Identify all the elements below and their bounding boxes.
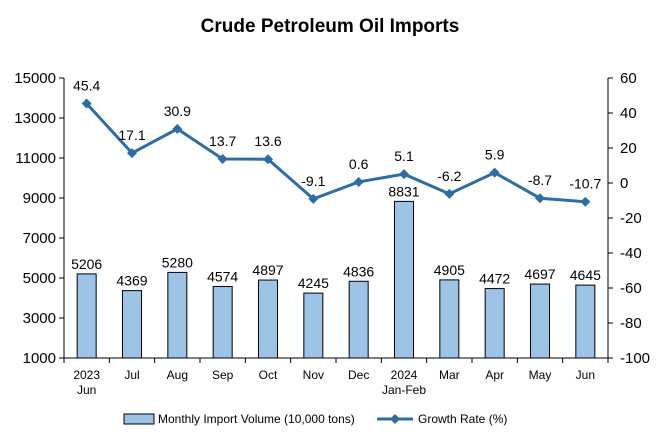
growth-rate-label: 17.1 <box>118 127 145 143</box>
legend-bar-label: Monthly Import Volume (10,000 tons) <box>158 412 355 426</box>
growth-rate-point <box>489 167 500 178</box>
bar <box>122 290 142 359</box>
bar <box>167 271 188 359</box>
chart-title: Crude Petroleum Oil Imports <box>201 16 460 37</box>
bar <box>484 288 505 359</box>
bar-value-label: 4697 <box>524 266 555 282</box>
x-axis-category-label: Jul <box>124 368 139 382</box>
right-axis-tick-label: -60 <box>620 280 642 297</box>
x-axis-category-label: Mar <box>439 368 460 382</box>
x-axis-category-label: 2023 <box>73 368 100 382</box>
left-axis-tick-label: 5000 <box>23 270 56 287</box>
growth-rate-label: 5.1 <box>394 148 414 164</box>
legend-line-marker <box>390 414 400 424</box>
x-axis-category-label: May <box>529 368 552 382</box>
bar-value-label: 4836 <box>343 263 374 279</box>
right-axis-tick-label: 40 <box>620 105 637 122</box>
bar-value-label: 4645 <box>570 267 601 283</box>
growth-rate-label: 13.7 <box>209 133 236 149</box>
bar-value-label: 4369 <box>116 273 147 289</box>
x-axis-category-label: Jun <box>77 383 96 397</box>
right-axis-tick-label: -80 <box>620 315 642 332</box>
left-axis-tick-label: 7000 <box>23 230 56 247</box>
bar <box>303 292 324 359</box>
growth-rate-point <box>535 193 545 204</box>
x-axis-category-label: Oct <box>259 368 278 382</box>
legend-line-label: Growth Rate (%) <box>418 412 507 426</box>
growth-rate-label: 5.9 <box>485 147 505 163</box>
bar <box>348 280 369 359</box>
left-axis-tick-label: 11000 <box>15 150 56 167</box>
left-axis-tick-label: 3000 <box>23 310 56 327</box>
growth-rate-point <box>217 154 228 165</box>
right-axis-tick-label: 60 <box>620 70 637 87</box>
growth-rate-label: -8.7 <box>528 172 552 188</box>
x-axis-category-label: Nov <box>303 368 324 382</box>
bar <box>212 286 233 359</box>
bar-value-label: 4897 <box>252 262 283 278</box>
bar <box>575 284 596 359</box>
growth-rate-label: -10.7 <box>569 176 601 192</box>
left-axis-tick-label: 9000 <box>23 190 56 207</box>
growth-rate-label: 13.6 <box>254 133 281 149</box>
right-axis-tick-label: 0 <box>620 175 628 192</box>
growth-rate-label: 30.9 <box>164 103 191 119</box>
bar <box>530 283 550 359</box>
left-axis-tick-label: 1000 <box>23 350 56 367</box>
growth-rate-point <box>308 193 319 204</box>
right-axis-tick-label: -40 <box>620 245 642 262</box>
bar-value-label: 4472 <box>479 271 510 287</box>
bar-value-label: 4245 <box>298 275 329 291</box>
bar-value-label: 5280 <box>162 254 193 270</box>
bar-value-label: 4574 <box>207 269 238 285</box>
growth-rate-point <box>172 123 183 134</box>
x-axis-category-label: Aug <box>167 368 188 382</box>
growth-rate-label: -6.2 <box>437 168 461 184</box>
right-axis-tick-label: -20 <box>620 210 642 227</box>
left-axis-tick-label: 15000 <box>14 70 56 87</box>
bar <box>76 273 97 359</box>
right-axis-tick-label: 20 <box>620 140 637 157</box>
growth-rate-point <box>263 154 273 165</box>
bar-value-label: 8831 <box>388 183 419 199</box>
growth-rate-point <box>399 169 409 180</box>
x-axis-category-label: Apr <box>485 368 504 382</box>
x-axis-category-label: 2024 <box>391 368 418 382</box>
x-axis-category-label: Sep <box>212 368 234 382</box>
bar <box>258 279 278 359</box>
growth-rate-line <box>85 102 586 204</box>
x-axis-category-label: Jan-Feb <box>382 383 426 397</box>
left-axis-tick-label: 13000 <box>14 110 56 127</box>
right-axis-tick-label: -100 <box>620 350 650 367</box>
growth-rate-point <box>444 188 455 199</box>
growth-rate-label: 45.4 <box>73 78 100 94</box>
growth-rate-point <box>127 148 137 159</box>
growth-rate-point <box>580 196 591 207</box>
bar-value-label: 5206 <box>71 256 102 272</box>
growth-rate-label: 0.6 <box>349 156 369 172</box>
x-axis-category-label: Jun <box>576 368 595 382</box>
growth-rate-point <box>353 176 364 187</box>
legend: Monthly Import Volume (10,000 tons) Growt… <box>123 412 507 426</box>
bar <box>394 200 414 359</box>
legend-bar-swatch <box>123 413 155 425</box>
growth-rate-point <box>81 98 92 109</box>
bar-value-label: 4905 <box>434 262 465 278</box>
growth-rate-label: -9.1 <box>301 173 325 189</box>
bar <box>439 279 460 359</box>
x-axis-category-label: Dec <box>348 368 369 382</box>
plot-area: 1000 3000 5000 7000 9000 11000 13000 15000 -100 -… <box>14 70 650 397</box>
